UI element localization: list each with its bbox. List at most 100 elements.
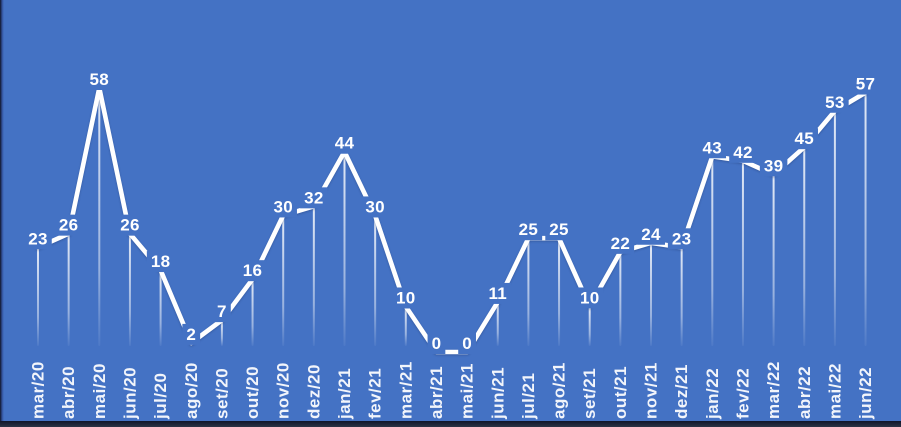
- drop-line: [343, 152, 346, 346]
- data-label-backdrop: [300, 187, 328, 209]
- drop-line: [833, 111, 836, 346]
- data-point-label: 57: [856, 75, 876, 94]
- x-axis-label: jan/21: [335, 368, 354, 420]
- data-point-label: 23: [28, 229, 48, 248]
- drop-line: [772, 175, 775, 346]
- data-label-backdrop: [729, 141, 757, 163]
- x-axis-label: abr/22: [795, 366, 814, 419]
- drop-line: [558, 239, 561, 346]
- drop-line: [282, 216, 285, 346]
- data-point-label: 45: [794, 129, 814, 148]
- data-label-backdrop: [851, 73, 880, 95]
- data-point-label: 42: [733, 143, 753, 162]
- data-label-backdrop: [54, 214, 83, 236]
- data-point-label: 25: [549, 220, 569, 239]
- x-axis-label: dez/20: [304, 364, 323, 419]
- drop-line: [128, 234, 131, 346]
- x-axis-label: jun/21: [488, 367, 507, 420]
- x-axis-label: jul/20: [151, 373, 170, 420]
- drop-line: [404, 307, 407, 346]
- drop-line: [67, 234, 70, 346]
- x-axis-label: mai/22: [825, 363, 844, 419]
- x-axis-label: mar/21: [396, 361, 415, 419]
- data-point-label: 43: [703, 138, 723, 157]
- data-label-backdrop: [698, 137, 727, 159]
- drop-line: [98, 89, 101, 346]
- data-label-backdrop: [667, 228, 696, 250]
- data-label-backdrop: [85, 69, 114, 90]
- data-label-backdrop: [790, 128, 819, 150]
- x-axis-label: dez/21: [672, 364, 691, 419]
- data-label-backdrop: [361, 196, 389, 218]
- data-point-label: 32: [304, 188, 324, 207]
- drop-line: [312, 207, 315, 346]
- drop-line: [619, 252, 622, 346]
- data-point-label: 0: [462, 334, 472, 353]
- x-axis-label: abr/20: [59, 366, 78, 419]
- data-label-backdrop: [427, 333, 446, 354]
- data-label-backdrop: [514, 219, 543, 241]
- data-point-label: 18: [151, 252, 171, 271]
- x-axis-label: nov/20: [274, 362, 293, 419]
- x-axis-label: mai/21: [458, 363, 477, 419]
- x-axis-label: ago/20: [182, 362, 201, 419]
- data-label-backdrop: [484, 282, 512, 304]
- drop-line: [220, 321, 223, 346]
- data-point-label: 53: [825, 93, 845, 112]
- x-axis-label: abr/21: [427, 366, 446, 419]
- x-axis-label: mai/20: [90, 363, 109, 419]
- drop-line: [251, 280, 254, 346]
- data-point-label: 58: [90, 70, 110, 89]
- data-point-label: 10: [580, 288, 600, 307]
- data-label-backdrop: [213, 301, 231, 323]
- drop-line: [711, 157, 714, 346]
- data-point-label: 23: [672, 229, 692, 248]
- data-label-backdrop: [330, 132, 359, 154]
- data-label-backdrop: [146, 251, 175, 273]
- data-label-backdrop: [24, 228, 52, 250]
- data-point-label: 30: [273, 197, 293, 216]
- data-label-backdrop: [392, 287, 420, 309]
- data-point-label: 22: [611, 234, 631, 253]
- data-label-backdrop: [458, 333, 476, 354]
- data-point-label: 26: [59, 216, 79, 235]
- data-point-label: 2: [186, 325, 196, 344]
- drop-line: [496, 302, 499, 346]
- drop-line: [159, 271, 162, 346]
- x-axis-label: mar/20: [29, 361, 48, 419]
- data-label-backdrop: [821, 91, 849, 113]
- x-axis-label: set/20: [212, 368, 231, 419]
- data-point-label: 10: [396, 288, 416, 307]
- data-label-backdrop: [182, 323, 201, 345]
- data-point-label: 30: [365, 197, 385, 216]
- x-axis-label: set/21: [580, 368, 599, 419]
- data-point-label: 39: [764, 156, 784, 175]
- line-series: [35, 85, 868, 355]
- drop-line: [741, 161, 744, 346]
- x-axis-label: jul/21: [519, 373, 538, 420]
- data-point-label: 24: [641, 225, 661, 244]
- data-label-backdrop: [637, 223, 665, 245]
- x-axis-label: out/20: [243, 366, 262, 419]
- data-label-backdrop: [606, 232, 635, 254]
- data-point-label: 11: [488, 284, 507, 303]
- drop-line: [374, 216, 377, 346]
- data-point-label: 26: [120, 216, 140, 235]
- drop-line: [37, 248, 39, 346]
- drop-line: [650, 243, 652, 346]
- data-label-backdrop: [116, 214, 144, 236]
- drop-line: [588, 307, 591, 346]
- x-axis-label: out/21: [611, 366, 630, 419]
- drop-line: [864, 93, 867, 346]
- x-axis-label: nov/21: [642, 362, 661, 419]
- x-axis-label: jun/20: [120, 367, 139, 420]
- drop-line: [803, 148, 806, 346]
- data-point-label: 44: [335, 134, 355, 153]
- data-point-label: 7: [217, 302, 227, 321]
- x-axis-label: fev/22: [733, 368, 752, 419]
- data-label-backdrop: [545, 219, 573, 241]
- x-axis-label: ago/21: [550, 362, 569, 419]
- x-axis-label: jan/22: [703, 368, 722, 420]
